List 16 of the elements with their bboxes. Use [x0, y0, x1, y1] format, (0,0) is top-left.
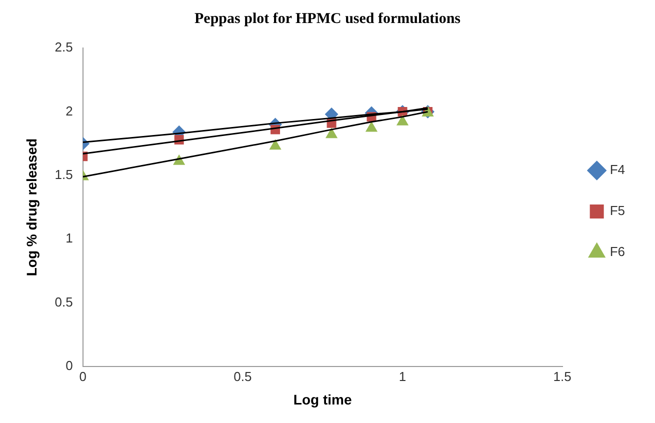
legend-label: F6	[610, 244, 625, 260]
y-tick-label: 1	[66, 230, 73, 246]
legend-label: F5	[610, 203, 625, 218]
y-tick-label: 1.5	[54, 167, 73, 182]
y-axis-title: Log % drug released	[23, 138, 40, 276]
y-tick-label: 2.5	[54, 40, 73, 55]
chart-title: Peppas plot for HPMC used formulations	[194, 10, 461, 27]
x-tick-label: 0.5	[234, 368, 252, 384]
y-tick-label: 2	[66, 103, 73, 118]
legend-label: F4	[610, 162, 625, 178]
y-tick-label: 0	[66, 358, 73, 374]
x-tick-label: 1	[398, 368, 406, 384]
x-axis-title: Log time	[293, 391, 352, 408]
x-tick-label: 1.5	[553, 368, 572, 384]
x-tick-label: 0	[79, 368, 86, 384]
y-tick-label: 0.5	[54, 294, 73, 310]
